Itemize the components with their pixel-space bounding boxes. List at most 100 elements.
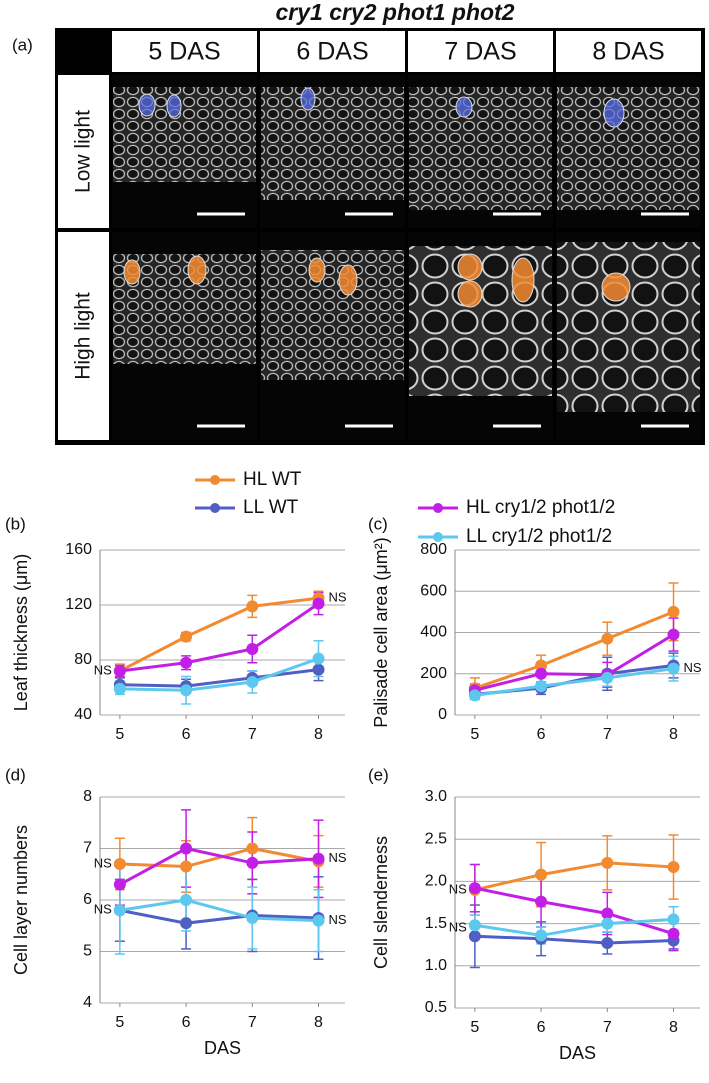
y-tick-label: 0.5 bbox=[425, 999, 447, 1016]
highlighted-cell bbox=[138, 93, 156, 117]
column-header-box bbox=[408, 31, 553, 72]
y-tick-label: 160 bbox=[65, 541, 92, 558]
y-tick-label: 200 bbox=[420, 665, 447, 682]
series-line bbox=[474, 667, 674, 697]
x-tick-label: 8 bbox=[314, 726, 323, 743]
annotation: NS bbox=[329, 590, 347, 605]
leaf-tissue bbox=[409, 87, 552, 210]
x-tick-label: 5 bbox=[115, 1014, 124, 1031]
highlighted-cell bbox=[601, 272, 631, 302]
annotation: NS bbox=[94, 855, 112, 870]
data-point bbox=[468, 919, 481, 932]
data-point bbox=[180, 842, 193, 855]
series-line bbox=[119, 846, 319, 869]
data-point bbox=[246, 842, 259, 855]
y-tick-label: 7 bbox=[83, 840, 92, 857]
series-line bbox=[119, 602, 320, 673]
y-tick-label: 5 bbox=[83, 943, 92, 960]
panel-label: (e) bbox=[368, 765, 389, 784]
data-point bbox=[180, 684, 193, 697]
column-header: 7 DAS bbox=[444, 38, 516, 66]
annotation: NS bbox=[329, 850, 347, 865]
data-point bbox=[535, 895, 548, 908]
column-header: 5 DAS bbox=[148, 38, 220, 66]
data-point bbox=[667, 927, 680, 940]
data-point bbox=[246, 856, 259, 869]
data-point bbox=[246, 676, 259, 688]
series-line bbox=[119, 657, 320, 692]
panel-label: (a) bbox=[12, 35, 33, 54]
panel-label: (d) bbox=[5, 765, 26, 784]
data-point bbox=[113, 904, 126, 917]
data-point bbox=[312, 914, 325, 927]
row-header: Low light bbox=[72, 110, 95, 193]
highlighted-cell bbox=[187, 255, 207, 285]
legend-label: LL cry1/2 phot1/2 bbox=[466, 526, 612, 547]
data-point bbox=[601, 632, 614, 645]
highlighted-cell bbox=[308, 257, 326, 283]
data-point bbox=[535, 929, 548, 942]
y-tick-label: 120 bbox=[65, 596, 92, 613]
annotation: NS bbox=[329, 912, 347, 927]
series-line bbox=[119, 908, 319, 925]
y-tick-label: 40 bbox=[74, 706, 92, 723]
series-line bbox=[474, 861, 674, 892]
x-tick-label: 5 bbox=[115, 726, 124, 743]
series-line bbox=[119, 898, 319, 923]
column-header: 8 DAS bbox=[592, 38, 664, 66]
annotation: NS bbox=[449, 881, 467, 896]
row-header-box bbox=[58, 75, 109, 228]
legend-label: HL WT bbox=[243, 469, 302, 490]
y-tick-label: 400 bbox=[420, 624, 447, 641]
data-point bbox=[667, 605, 680, 618]
x-tick-label: 8 bbox=[669, 1019, 678, 1036]
data-point bbox=[180, 894, 193, 906]
highlighted-cell bbox=[338, 264, 358, 296]
data-point bbox=[667, 662, 680, 675]
series-line bbox=[119, 846, 319, 886]
legend-swatch-marker bbox=[433, 532, 443, 542]
leaf-tissue bbox=[557, 242, 700, 412]
data-point bbox=[113, 878, 126, 891]
data-point bbox=[468, 689, 481, 702]
data-point bbox=[113, 682, 126, 695]
data-point bbox=[601, 856, 614, 869]
x-axis-label: DAS bbox=[559, 1043, 596, 1063]
annotation: NS bbox=[449, 919, 467, 934]
y-tick-label: 8 bbox=[83, 788, 92, 805]
data-point bbox=[535, 667, 548, 680]
legend-swatch-marker bbox=[210, 503, 220, 513]
leaf-tissue bbox=[557, 87, 700, 210]
x-tick-label: 5 bbox=[470, 726, 479, 743]
y-tick-label: 4 bbox=[83, 994, 92, 1011]
y-tick-label: 0 bbox=[438, 706, 447, 723]
annotation: NS bbox=[94, 902, 112, 917]
highlighted-cell bbox=[511, 257, 535, 303]
data-point bbox=[246, 912, 259, 925]
y-tick-label: 80 bbox=[74, 651, 92, 668]
panel-label: (c) bbox=[368, 514, 388, 533]
y-axis-label: Cell layer numbers bbox=[11, 825, 31, 975]
column-header-box bbox=[112, 31, 257, 72]
data-point bbox=[468, 882, 481, 895]
data-point bbox=[246, 643, 259, 655]
column-header-box bbox=[260, 31, 405, 72]
x-tick-label: 6 bbox=[182, 1014, 191, 1031]
highlighted-cell bbox=[300, 87, 316, 111]
row-header: High light bbox=[72, 292, 95, 380]
highlighted-cell bbox=[455, 96, 473, 118]
y-tick-label: 800 bbox=[420, 541, 447, 558]
legend-swatch-marker bbox=[210, 475, 220, 485]
highlighted-cell bbox=[166, 94, 182, 118]
x-tick-label: 5 bbox=[470, 1019, 479, 1036]
data-point bbox=[113, 857, 126, 870]
y-tick-label: 1.5 bbox=[425, 915, 447, 932]
highlighted-cell bbox=[123, 259, 141, 285]
figure-title: cry1 cry2 phot1 phot2 bbox=[275, 0, 514, 25]
data-point bbox=[535, 680, 548, 693]
x-tick-label: 7 bbox=[603, 1019, 612, 1036]
column-header: 6 DAS bbox=[296, 38, 368, 66]
data-point bbox=[468, 930, 481, 943]
